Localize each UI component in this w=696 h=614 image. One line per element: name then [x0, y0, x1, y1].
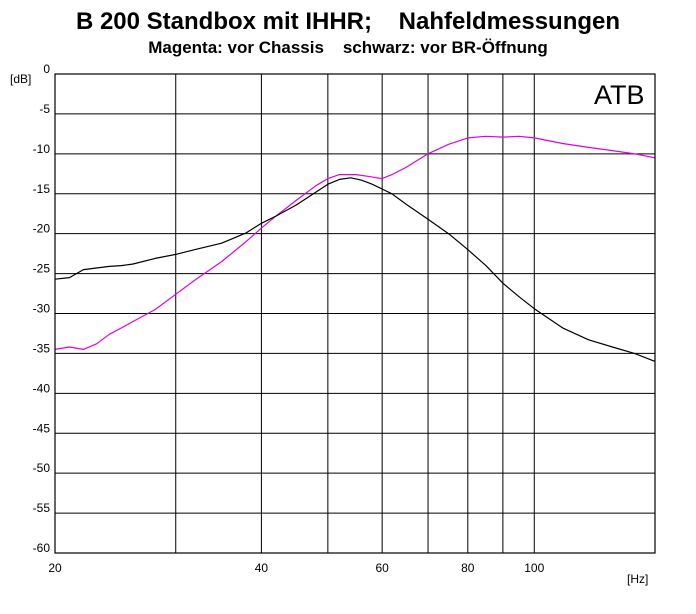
y-tick-label: -45: [33, 421, 51, 435]
y-tick-label: 0: [43, 62, 50, 76]
tick-labels-layer: 0 -5 -10 -15 -20 -25 -30 -35 -40 -45 -50 -55 -60 20 40…: [33, 62, 545, 575]
series-line-black: [54, 177, 656, 362]
x-tick-label: 100: [524, 561, 544, 575]
y-tick-label: -20: [33, 222, 51, 236]
y-axis-label: [dB]: [10, 72, 31, 86]
y-tick-label: -35: [33, 341, 51, 355]
plot-frame: [54, 73, 656, 554]
y-tick-label: -30: [33, 302, 51, 316]
x-tick-label: 60: [375, 561, 389, 575]
x-axis-label: [Hz]: [627, 572, 648, 586]
y-tick-label: -55: [33, 501, 51, 515]
y-tick-label: -40: [33, 381, 51, 395]
atb-watermark: ATB: [594, 80, 645, 110]
series-layer: [54, 135, 656, 362]
y-tick-label: -25: [33, 262, 51, 276]
x-tick-label: 20: [48, 561, 62, 575]
series-line-magenta: [54, 135, 656, 350]
y-tick-label: -50: [33, 461, 51, 475]
chart-subtitle: Magenta: vor Chassis schwarz: vor BR-Öff…: [148, 38, 548, 57]
chart-title: B 200 Standbox mit IHHR; Nahfeldmessunge…: [75, 8, 621, 35]
x-tick-label: 40: [255, 561, 269, 575]
y-tick-label: -60: [33, 541, 51, 555]
x-tick-label: 80: [461, 561, 475, 575]
y-tick-label: -15: [33, 182, 51, 196]
grid-layer: [54, 73, 656, 554]
y-tick-label: -5: [39, 102, 50, 116]
y-tick-label: -10: [33, 142, 51, 156]
